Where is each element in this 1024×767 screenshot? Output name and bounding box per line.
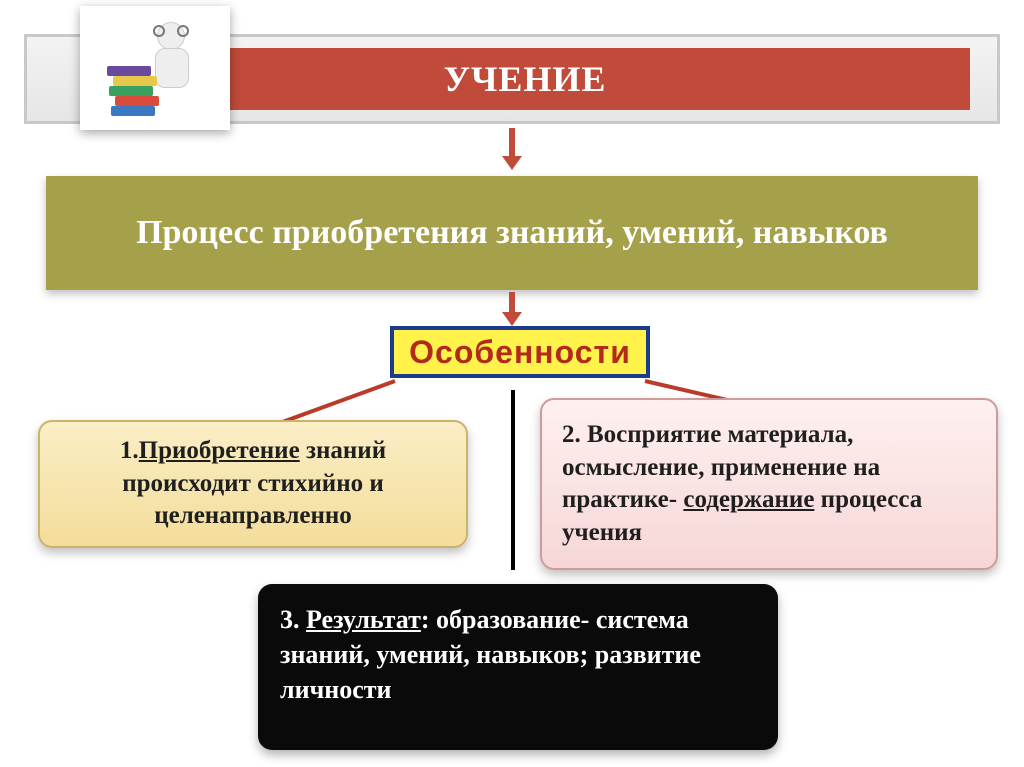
subtitle-text: Процесс приобретения знаний, умений, нав… bbox=[136, 212, 888, 255]
title-text: УЧЕНИЕ bbox=[444, 58, 607, 100]
books-figure-card bbox=[80, 6, 230, 130]
arrow-head-icon bbox=[502, 312, 522, 326]
arrow-subtitle-to-features bbox=[509, 292, 515, 312]
feature-box-3: 3. Результат: образование- система знани… bbox=[258, 584, 778, 750]
feature-3-text: 3. Результат: образование- система знани… bbox=[280, 605, 701, 704]
arrow-title-to-subtitle bbox=[509, 128, 515, 156]
subtitle-box: Процесс приобретения знаний, умений, нав… bbox=[46, 176, 978, 290]
arrow-head-icon bbox=[502, 156, 522, 170]
feature-1-text: 1.Приобретение знаний происходит стихийн… bbox=[58, 435, 448, 533]
features-text: Особенности bbox=[409, 334, 631, 371]
feature-box-1: 1.Приобретение знаний происходит стихийн… bbox=[38, 420, 468, 548]
feature-2-text: 2. Восприятие материала, осмысление, при… bbox=[562, 419, 976, 549]
books-figure-icon bbox=[95, 18, 215, 118]
feature-box-2: 2. Восприятие материала, осмысление, при… bbox=[540, 398, 998, 570]
connector-center bbox=[511, 390, 515, 570]
features-label: Особенности bbox=[390, 326, 650, 378]
